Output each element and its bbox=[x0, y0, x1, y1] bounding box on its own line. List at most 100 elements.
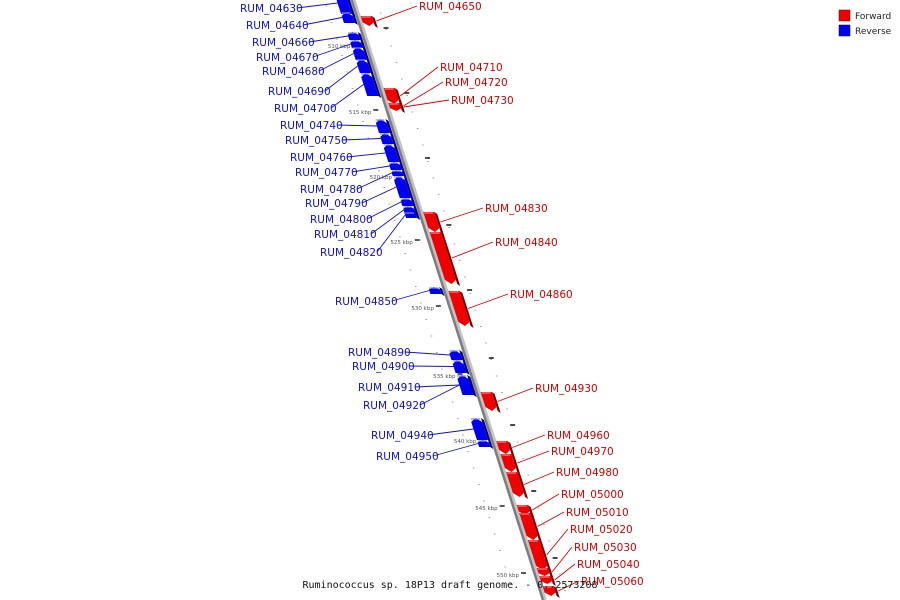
gene-label-rum-04930[interactable]: RUM_04930 bbox=[535, 383, 598, 395]
gene-rum-04700[interactable] bbox=[360, 73, 382, 98]
gene-side-face bbox=[530, 513, 542, 542]
gene-label-rum-04750[interactable]: RUM_04750 bbox=[285, 135, 348, 147]
gene-label-rum-04840[interactable]: RUM_04840 bbox=[495, 237, 558, 249]
leader-line bbox=[296, 2, 338, 9]
gene-rum-04780[interactable] bbox=[391, 170, 407, 178]
gene-label-rum-04670[interactable]: RUM_04670 bbox=[256, 52, 319, 64]
gene-label-rum-04780[interactable]: RUM_04780 bbox=[300, 184, 363, 196]
gene-label-rum-04630[interactable]: RUM_04630 bbox=[240, 3, 303, 15]
gene-label-rum-05060[interactable]: RUM_05060 bbox=[581, 576, 644, 588]
gene-rum-05030[interactable] bbox=[536, 568, 554, 578]
gene-side-face bbox=[385, 119, 394, 135]
gene-rum-04890[interactable] bbox=[449, 350, 466, 362]
gene-rum-05000[interactable] bbox=[516, 505, 534, 517]
gene-label-rum-04740[interactable]: RUM_04740 bbox=[280, 120, 343, 132]
gene-rum-04850[interactable] bbox=[428, 287, 445, 296]
gene-rum-04860[interactable] bbox=[448, 291, 474, 328]
gene-label-rum-04910[interactable]: RUM_04910 bbox=[358, 382, 421, 394]
gene-label-rum-05000[interactable]: RUM_05000 bbox=[561, 489, 624, 501]
kbp-label: 530 kbp bbox=[411, 306, 434, 312]
gene-rum-04640[interactable] bbox=[341, 12, 358, 25]
gene-label-rum-04890[interactable]: RUM_04890 bbox=[348, 347, 411, 359]
gene-rum-05040[interactable] bbox=[539, 576, 556, 586]
gene-label-rum-04650[interactable]: RUM_04650 bbox=[419, 1, 482, 13]
genome-axis bbox=[350, 0, 547, 600]
gene-rum-04770[interactable] bbox=[389, 162, 405, 172]
gene-rum-04660[interactable] bbox=[347, 32, 364, 42]
leader-line bbox=[408, 365, 454, 367]
gene-label-rum-05040[interactable]: RUM_05040 bbox=[577, 559, 640, 571]
gene-label-rum-04920[interactable]: RUM_04920 bbox=[363, 400, 426, 412]
gene-label-rum-05010[interactable]: RUM_05010 bbox=[566, 507, 629, 519]
gene-label-rum-04660[interactable]: RUM_04660 bbox=[252, 37, 315, 49]
gene-rum-04730[interactable] bbox=[388, 103, 406, 113]
gene-rum-04650[interactable] bbox=[360, 16, 378, 28]
gene-side-face bbox=[538, 540, 552, 572]
gene-label-rum-04690[interactable]: RUM_04690 bbox=[268, 86, 331, 98]
gene-rum-04630[interactable] bbox=[335, 0, 356, 16]
legend-reverse-label: Reverse bbox=[855, 27, 892, 37]
gene-label-rum-04820[interactable]: RUM_04820 bbox=[320, 247, 383, 259]
gene-label-rum-04710[interactable]: RUM_04710 bbox=[440, 62, 503, 74]
gene-label-rum-04830[interactable]: RUM_04830 bbox=[485, 203, 548, 215]
gene-rum-04670[interactable] bbox=[350, 40, 366, 50]
gene-rum-04830[interactable] bbox=[423, 212, 444, 234]
gene-label-rum-04860[interactable]: RUM_04860 bbox=[510, 289, 573, 301]
gene-label-rum-04680[interactable]: RUM_04680 bbox=[262, 66, 325, 78]
gene-rum-04930[interactable] bbox=[480, 392, 501, 413]
gene-label-rum-04730[interactable]: RUM_04730 bbox=[451, 95, 514, 107]
gene-label-rum-04760[interactable]: RUM_04760 bbox=[290, 152, 353, 164]
leader-line bbox=[318, 53, 354, 72]
gene-rum-04970[interactable] bbox=[500, 454, 521, 474]
gene-label-rum-04640[interactable]: RUM_04640 bbox=[246, 20, 309, 32]
gene-body bbox=[539, 576, 553, 584]
kbp-label: 510 kbp bbox=[328, 44, 351, 50]
gene-rum-04920[interactable] bbox=[457, 375, 477, 397]
gene-rum-04740[interactable] bbox=[375, 119, 394, 135]
legend-forward-label: Forward bbox=[855, 12, 891, 22]
gene-label-rum-04970[interactable]: RUM_04970 bbox=[551, 446, 614, 458]
leader-line bbox=[370, 209, 404, 235]
gene-label-rum-04770[interactable]: RUM_04770 bbox=[295, 167, 358, 179]
gene-body bbox=[516, 505, 530, 515]
leader-line bbox=[312, 43, 351, 58]
gene-label-rum-04850[interactable]: RUM_04850 bbox=[335, 296, 398, 308]
gene-rum-04840[interactable] bbox=[429, 232, 461, 286]
gene-label-rum-04720[interactable]: RUM_04720 bbox=[445, 77, 508, 89]
gene-rum-05020[interactable] bbox=[527, 540, 552, 572]
gene-rum-04820[interactable] bbox=[404, 212, 421, 220]
gene-rum-04680[interactable] bbox=[352, 47, 370, 62]
leader-line bbox=[376, 5, 418, 22]
gene-rum-05060[interactable] bbox=[542, 586, 560, 598]
gene-label-rum-04700[interactable]: RUM_04700 bbox=[274, 103, 337, 115]
genome-caption: Ruminococcus sp. 18P13 draft genome. - 0… bbox=[302, 580, 597, 591]
gene-rum-04760[interactable] bbox=[383, 144, 403, 164]
gene-rum-04790[interactable] bbox=[393, 176, 414, 200]
gene-rum-04750[interactable] bbox=[380, 133, 397, 146]
gene-rum-04900[interactable] bbox=[452, 360, 470, 375]
gene-label-rum-04800[interactable]: RUM_04800 bbox=[310, 214, 373, 226]
gene-rum-05010[interactable] bbox=[519, 513, 542, 542]
kbp-label: 540 kbp bbox=[454, 439, 477, 445]
gene-rum-04940[interactable] bbox=[470, 418, 491, 442]
gene-rum-04960[interactable] bbox=[496, 441, 515, 456]
gene-rum-04800[interactable] bbox=[400, 198, 417, 208]
legend-reverse-swatch bbox=[838, 24, 851, 37]
gene-rum-04980[interactable] bbox=[506, 472, 529, 499]
gene-rum-04950[interactable] bbox=[477, 440, 494, 449]
gene-label-rum-04900[interactable]: RUM_04900 bbox=[352, 361, 415, 373]
gene-label-rum-04960[interactable]: RUM_04960 bbox=[547, 430, 610, 442]
gene-label-rum-04950[interactable]: RUM_04950 bbox=[376, 451, 439, 463]
gene-label-rum-04940[interactable]: RUM_04940 bbox=[371, 430, 434, 442]
gene-label-rum-04810[interactable]: RUM_04810 bbox=[314, 229, 377, 241]
gene-label-rum-05030[interactable]: RUM_05030 bbox=[574, 542, 637, 554]
gene-label-rum-04790[interactable]: RUM_04790 bbox=[305, 198, 368, 210]
gene-rum-04710[interactable] bbox=[383, 88, 403, 106]
gene-rum-04690[interactable] bbox=[356, 59, 374, 75]
gene-label-rum-04980[interactable]: RUM_04980 bbox=[556, 467, 619, 479]
gene-body bbox=[360, 16, 374, 26]
leader-line bbox=[546, 528, 569, 556]
gene-label-rum-05020[interactable]: RUM_05020 bbox=[570, 524, 633, 536]
gene-side-face bbox=[399, 103, 406, 113]
